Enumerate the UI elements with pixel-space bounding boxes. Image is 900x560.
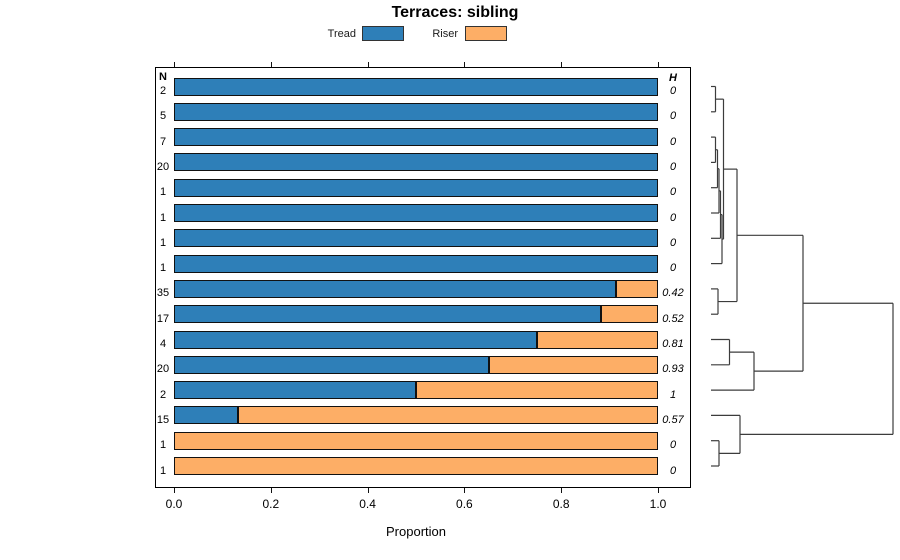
bar-row (174, 153, 658, 172)
bar-row (174, 381, 658, 400)
h-value: 0 (669, 110, 677, 123)
bar-row (174, 77, 658, 96)
axis-tick-top (270, 62, 272, 67)
bar-segment-riser (416, 381, 658, 400)
bar-segment-tread (174, 77, 658, 96)
h-value: 0.57 (662, 413, 684, 426)
bar-segment-tread (174, 279, 616, 298)
bar-row (174, 102, 658, 121)
bar-segment-tread (174, 355, 489, 374)
x-axis-title: Proportion (386, 524, 446, 539)
axis-tick-top (561, 62, 563, 67)
n-value: 1 (159, 262, 167, 275)
h-value: 0 (669, 262, 677, 275)
dendrogram (711, 85, 894, 467)
legend-label-riser: Riser (432, 28, 458, 40)
bar-row (174, 229, 658, 248)
bar-segment-riser (616, 279, 658, 298)
n-value: 5 (159, 110, 167, 123)
axis-tick-bottom (367, 488, 369, 493)
axis-tick-label: 0.6 (456, 497, 473, 511)
axis-tick-top (464, 62, 466, 67)
bar-segment-riser (489, 355, 658, 374)
axis-tick-label: 0.0 (165, 497, 183, 511)
bar-row (174, 279, 658, 298)
h-value: 0 (669, 439, 677, 452)
n-value: 1 (159, 186, 167, 199)
h-value: 0 (669, 160, 677, 173)
axis-tick-label: 0.4 (359, 497, 376, 511)
bar-row (174, 431, 658, 450)
legend-swatch-riser (465, 26, 507, 41)
plot-panel-border (155, 67, 691, 488)
bar-row (174, 355, 658, 374)
bar-segment-riser (238, 406, 658, 425)
n-value: 15 (156, 413, 170, 426)
n-value: 1 (159, 439, 167, 452)
bar-segment-tread (174, 254, 658, 273)
bar-segment-riser (174, 457, 658, 475)
axis-tick-top (367, 62, 369, 67)
h-value: 0 (669, 186, 677, 199)
bar-row (174, 254, 658, 273)
bar-segment-tread (174, 406, 238, 425)
bar-row (174, 178, 658, 197)
n-value: 35 (156, 287, 170, 300)
n-value: 20 (156, 363, 170, 376)
n-value: 1 (159, 211, 167, 224)
chart-title: Terraces: sibling (391, 4, 519, 21)
axis-tick-label: 0.2 (262, 497, 280, 511)
axis-tick-bottom (464, 488, 466, 493)
bar-segment-tread (174, 128, 658, 147)
axis-tick-label: 1.0 (649, 497, 667, 511)
h-value: 0 (669, 211, 677, 224)
n-value: 2 (159, 388, 167, 401)
bar-segment-riser (537, 330, 658, 349)
n-value: 4 (159, 338, 167, 350)
n-value: 20 (156, 160, 170, 173)
h-value: 0.93 (662, 363, 684, 376)
bar-row (174, 204, 658, 222)
bar-segment-tread (174, 153, 658, 172)
h-value: 1 (669, 388, 677, 401)
h-value: 0 (669, 85, 677, 97)
legend-label-tread: Tread (327, 28, 356, 40)
bar-segment-tread (174, 229, 658, 248)
bar-row (174, 457, 658, 475)
h-column-header: H (669, 72, 677, 84)
n-value: 2 (159, 85, 167, 97)
n-value: 1 (159, 236, 167, 249)
h-value: 0.42 (662, 287, 684, 300)
axis-tick-bottom (174, 488, 175, 493)
axis-tick-top (658, 62, 659, 67)
axis-tick-top (174, 62, 175, 67)
bar-segment-riser (174, 431, 658, 450)
h-value: 0 (669, 135, 677, 148)
bar-segment-tread (174, 330, 537, 349)
bar-row (174, 305, 658, 324)
bar-segment-tread (174, 178, 658, 197)
bar-segment-tread (174, 102, 658, 121)
bar-segment-tread (174, 305, 601, 324)
n-column-header: N (159, 71, 167, 83)
axis-tick-bottom (658, 488, 659, 493)
h-value: 0 (669, 464, 677, 477)
axis-tick-label: 0.8 (552, 497, 570, 511)
h-value: 0 (669, 236, 677, 249)
axis-tick-bottom (561, 488, 563, 493)
legend-swatch-tread (362, 26, 404, 41)
n-value: 1 (159, 464, 167, 477)
bar-row (174, 330, 658, 349)
axis-tick-bottom (270, 488, 272, 493)
h-value: 0.81 (662, 338, 684, 350)
bar-row (174, 128, 658, 147)
h-value: 0.52 (662, 312, 684, 325)
bar-segment-tread (174, 381, 416, 400)
n-value: 7 (159, 135, 167, 148)
bar-row (174, 406, 658, 425)
bar-segment-riser (601, 305, 658, 324)
n-value: 17 (156, 312, 170, 325)
bar-segment-tread (174, 204, 658, 222)
